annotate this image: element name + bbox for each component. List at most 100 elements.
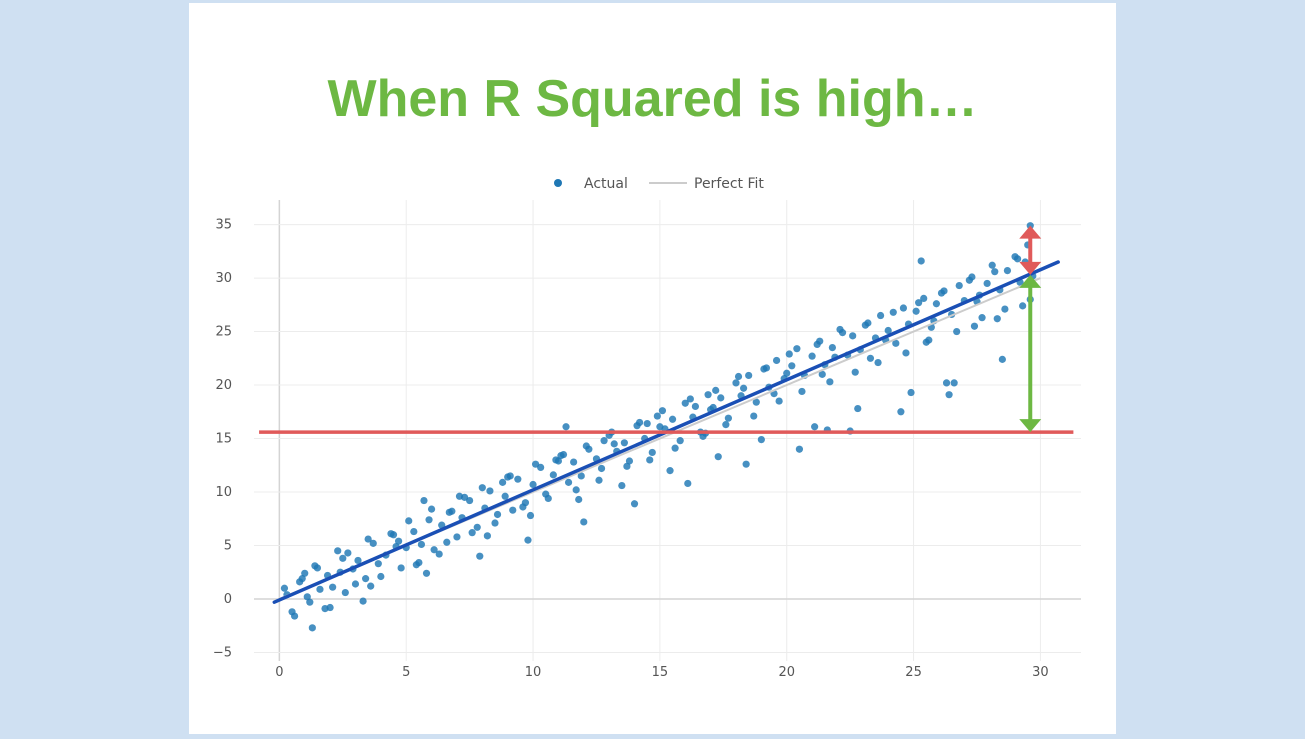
data-point [686, 395, 694, 403]
y-tick-label: 5 [224, 538, 232, 553]
data-point [422, 569, 431, 577]
data-point [570, 458, 578, 466]
data-point [899, 304, 908, 312]
data-point [630, 500, 639, 508]
legend: Actual Perfect Fit [554, 176, 764, 192]
data-point [499, 478, 507, 486]
data-point [427, 505, 436, 513]
data-point [953, 327, 961, 336]
data-point [529, 480, 537, 489]
x-tick-label: 5 [402, 665, 410, 680]
data-point [970, 322, 979, 330]
data-point [907, 388, 915, 397]
residual-arrow-head-down [1019, 261, 1042, 275]
data-point [420, 496, 428, 505]
data-point [920, 294, 928, 303]
x-tick-label: 20 [778, 665, 795, 680]
data-point [704, 391, 712, 399]
data-point [562, 423, 570, 431]
data-point [988, 261, 996, 269]
data-point [308, 624, 316, 632]
y-tick-label: 25 [215, 325, 232, 340]
x-tick-label: 0 [275, 665, 283, 680]
data-point [572, 486, 580, 494]
data-point [902, 349, 910, 357]
data-point [942, 379, 951, 387]
data-point [582, 442, 590, 450]
y-tick-label: 0 [224, 592, 232, 607]
data-point [377, 572, 385, 581]
data-point [417, 540, 426, 549]
data-point [491, 519, 499, 527]
data-point [430, 546, 438, 554]
data-point [526, 511, 535, 520]
data-point [405, 517, 413, 525]
data-point [544, 494, 552, 503]
data-point [828, 344, 836, 352]
data-point [740, 384, 748, 392]
legend-actual-marker [554, 179, 562, 187]
y-tick-label: 20 [215, 378, 232, 393]
x-tick-label: 15 [652, 665, 669, 680]
data-point [676, 437, 684, 445]
data-point [509, 506, 517, 514]
data-point [290, 612, 299, 620]
y-tick-label: 30 [215, 271, 232, 286]
data-point [564, 478, 573, 486]
data-point [364, 535, 372, 543]
data-point [750, 412, 758, 420]
data-point [945, 391, 953, 399]
data-point [717, 394, 725, 402]
legend-actual-label: Actual [584, 176, 628, 192]
x-tick-label: 30 [1032, 665, 1049, 680]
data-point [460, 493, 469, 501]
data-point [884, 326, 892, 335]
residual-arrow-head-up [1019, 225, 1042, 239]
data-point [681, 399, 689, 407]
data-point [367, 582, 375, 590]
data-point [965, 276, 973, 284]
y-tick-label: 10 [215, 485, 232, 500]
data-point [762, 364, 771, 372]
data-point [668, 415, 677, 423]
data-point [448, 507, 456, 515]
data-point [486, 487, 494, 495]
annotation-arrows [1019, 225, 1042, 433]
data-point [501, 492, 509, 500]
data-point [435, 550, 443, 558]
explained-variation-arrow [1019, 274, 1042, 433]
data-point [313, 564, 322, 572]
data-point [306, 598, 314, 606]
data-point [329, 583, 337, 591]
legend-perfect-fit-label: Perfect Fit [694, 176, 764, 192]
explained-variation-arrow-head-up [1019, 274, 1042, 288]
data-point [369, 539, 377, 547]
data-point [483, 532, 491, 540]
data-point [387, 530, 395, 538]
grid [254, 200, 1081, 661]
data-point [808, 352, 816, 360]
data-point [1003, 266, 1012, 275]
data-point [600, 437, 608, 445]
data-point [577, 472, 585, 480]
data-point [476, 552, 484, 560]
data-point [793, 345, 801, 353]
data-point [301, 569, 309, 577]
explained-variation-arrow-head-down [1019, 419, 1042, 433]
x-tick-label: 10 [525, 665, 542, 680]
data-point [993, 315, 1001, 323]
data-point [443, 538, 451, 546]
data-point [889, 308, 897, 316]
data-point [316, 585, 324, 593]
data-point [618, 481, 626, 490]
data-point [1001, 305, 1009, 313]
data-point [722, 421, 730, 429]
data-point [757, 435, 765, 444]
slide: When R Squared is high… 0 5 10 15 20 25 30 −5 0 5… [189, 3, 1116, 734]
data-point [351, 580, 360, 588]
data-point [892, 339, 900, 347]
data-point [359, 597, 367, 605]
data-point [453, 533, 461, 541]
data-point [648, 448, 656, 457]
